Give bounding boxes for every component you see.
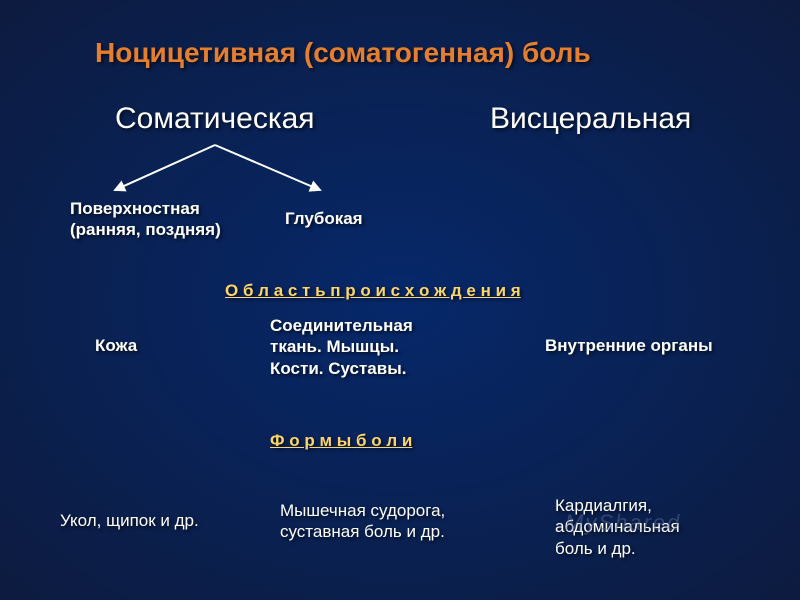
- form-cardialgia-l3: боль и др.: [555, 539, 636, 558]
- origin-connective-l1: Соединительная: [270, 316, 413, 335]
- subtype-deep: Глубокая: [285, 208, 363, 229]
- origin-connective-l3: Кости. Суставы.: [270, 359, 406, 378]
- form-muscle-l2: суставная боль и др.: [280, 522, 445, 541]
- subtype-superficial-l2: (ранняя, поздняя): [70, 220, 221, 239]
- subtype-superficial-l1: Поверхностная: [70, 199, 200, 218]
- form-muscle-l1: Мышечная судорога,: [280, 501, 445, 520]
- category-somatic: Соматическая: [115, 100, 315, 138]
- origin-internal: Внутренние органы: [545, 335, 713, 356]
- subtype-superficial: Поверхностная (ранняя, поздняя): [70, 198, 221, 241]
- category-visceral: Висцеральная: [490, 100, 691, 138]
- form-prick: Укол, щипок и др.: [60, 510, 199, 531]
- section-origin-heading: О б л а с т ь п р о и с х о ж д е н и я: [225, 280, 521, 301]
- form-cardialgia: Кардиалгия, абдоминальная боль и др.: [555, 495, 680, 559]
- origin-connective-l2: ткань. Мышцы.: [270, 337, 399, 356]
- slide-title: Ноцицетивная (соматогенная) боль: [95, 35, 591, 70]
- origin-connective: Соединительная ткань. Мышцы. Кости. Суст…: [270, 315, 413, 379]
- origin-skin: Кожа: [95, 335, 137, 356]
- form-muscle: Мышечная судорога, суставная боль и др.: [280, 500, 445, 543]
- slide: Ноцицетивная (соматогенная) боль Соматич…: [0, 0, 800, 600]
- section-forms-heading: Ф о р м ы б о л и: [270, 430, 412, 451]
- form-cardialgia-l2: абдоминальная: [555, 517, 680, 536]
- form-cardialgia-l1: Кардиалгия,: [555, 496, 652, 515]
